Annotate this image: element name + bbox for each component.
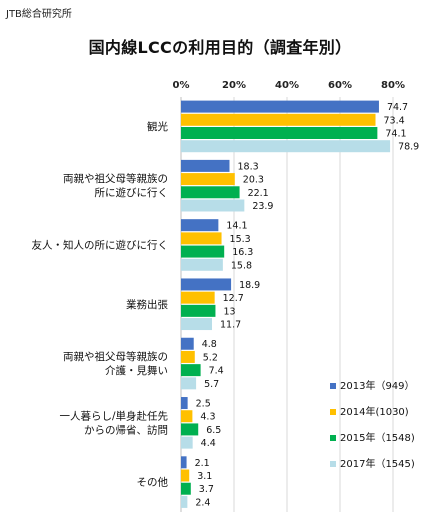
legend-swatch	[330, 409, 336, 415]
bar	[181, 364, 201, 377]
bar	[181, 456, 187, 469]
data-label: 11.7	[220, 320, 241, 331]
bar	[181, 245, 225, 258]
category-label: その他	[137, 476, 169, 489]
data-label: 2.5	[196, 399, 211, 410]
data-label: 4.4	[201, 438, 216, 449]
data-label: 5.7	[204, 379, 219, 390]
data-label: 15.8	[231, 260, 252, 271]
bar	[181, 100, 379, 113]
legend-label: 2014年(1030)	[340, 405, 409, 418]
bar	[181, 199, 245, 212]
data-label: 12.7	[223, 293, 244, 304]
data-label: 4.8	[202, 339, 217, 350]
data-label: 74.1	[385, 129, 406, 140]
bar	[181, 232, 222, 245]
bar	[181, 159, 230, 172]
chart-title: 国内線LCCの利用目的（調査年別）	[88, 38, 352, 57]
bar	[181, 173, 235, 186]
bar	[181, 410, 193, 423]
category-label: 友人・知人の所に遊びに行く	[32, 238, 169, 251]
data-label: 3.7	[199, 484, 214, 495]
data-label: 18.3	[237, 161, 258, 172]
data-label: 5.2	[203, 352, 218, 363]
bar	[181, 291, 215, 304]
legend-swatch	[330, 435, 336, 441]
bar	[181, 337, 194, 350]
legend-swatch	[330, 383, 336, 389]
bar	[181, 258, 223, 271]
data-label: 16.3	[232, 247, 253, 258]
data-label: 73.4	[384, 115, 405, 126]
x-tick-label: 60%	[328, 80, 352, 91]
legend-label: 2013年（949）	[340, 379, 415, 392]
legend-swatch	[330, 461, 336, 467]
category-label: 両親や祖父母等親族の	[63, 172, 168, 185]
bar	[181, 397, 188, 410]
bar	[181, 304, 216, 317]
data-label: 7.4	[209, 366, 224, 377]
bar	[181, 482, 191, 495]
category-label: からの帰省、訪問	[84, 423, 168, 436]
bar	[181, 318, 213, 331]
data-label: 6.5	[206, 425, 221, 436]
x-tick-label: 20%	[222, 80, 246, 91]
source-label: JTB総合研究所	[6, 9, 72, 20]
data-label: 18.9	[239, 280, 260, 291]
category-label: 所に遊びに行く	[95, 186, 169, 199]
category-label: 観光	[147, 120, 168, 133]
bar	[181, 140, 391, 153]
category-label: 介護・見舞い	[105, 364, 168, 377]
data-label: 2.4	[195, 497, 210, 508]
bar	[181, 423, 199, 436]
legend-label: 2017年（1545)	[340, 457, 415, 470]
data-label: 74.7	[387, 102, 408, 113]
bar	[181, 495, 188, 508]
bar	[181, 113, 376, 126]
bar	[181, 350, 195, 363]
data-label: 23.9	[252, 201, 273, 212]
data-label: 2.1	[195, 458, 210, 469]
data-label: 20.3	[243, 175, 264, 186]
bar	[181, 127, 378, 139]
bar	[181, 219, 219, 232]
data-label: 15.3	[230, 234, 251, 245]
x-tick-label: 0%	[173, 80, 190, 91]
data-label: 4.3	[200, 412, 215, 423]
category-label: 業務出張	[126, 298, 168, 311]
x-tick-label: 80%	[381, 80, 405, 91]
bar	[181, 186, 240, 199]
data-label: 22.1	[248, 188, 269, 199]
legend-label: 2015年（1548)	[340, 431, 415, 444]
category-label: 一人暮らし/単身赴任先	[59, 409, 168, 422]
data-label: 78.9	[398, 142, 419, 153]
x-tick-label: 40%	[275, 80, 299, 91]
data-label: 13	[223, 306, 235, 317]
bar	[181, 469, 190, 482]
category-label: 両親や祖父母等親族の	[63, 350, 168, 363]
bar	[181, 436, 193, 449]
data-label: 3.1	[197, 471, 212, 482]
bar	[181, 278, 232, 291]
data-label: 14.1	[226, 221, 247, 232]
bar	[181, 377, 197, 390]
